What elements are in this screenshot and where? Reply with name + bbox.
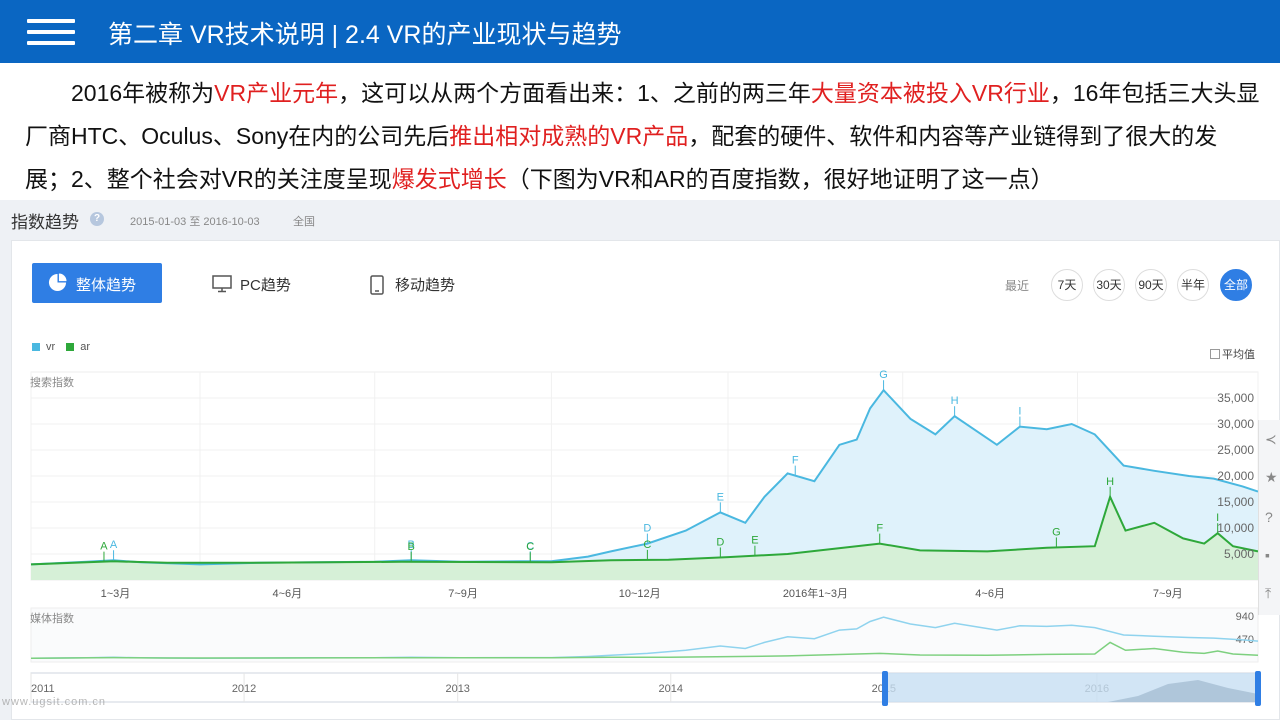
legend-vr-swatch [32,343,40,352]
range-90d-button[interactable]: 90天 [1135,269,1167,301]
checkbox-icon [1210,349,1220,359]
para-text-2: ，这可以从两个方面看出来：1、之前的两三年 [338,80,811,106]
y-tick-label: 5,000 [1224,547,1254,561]
legend-vr[interactable]: vr [32,341,55,353]
ar-line [30,493,1259,566]
para-highlight-3: 推出相对成熟的VR产品 [449,123,689,149]
legend-ar[interactable]: ar [66,341,90,353]
para-text-4: ，配套的硬件、软件和内容等产业链得到了很大的发展；2、整个社会对VR的关注度呈现 [25,123,1218,192]
x-tick-label: 7~9月 [448,588,478,600]
overview-year-label: 2012 [232,683,256,695]
y-axis-label: 搜索指数 [30,375,74,389]
x-tick-label: 4~6月 [273,588,303,600]
legend-vr-label: vr [46,341,56,353]
para-text-5: （下图为VR和AR的百度指数，很好地证明了这一点） [506,166,1054,192]
average-toggle[interactable]: 平均值 [1210,346,1255,362]
mobile-phone-icon [370,275,384,295]
overview-year-label: 2014 [659,683,683,695]
range-all-button[interactable]: 全部 [1220,269,1252,301]
x-tick-label: 2016年1~3月 [783,586,848,600]
ar-annotation-marker: B [408,541,415,553]
para-text-3: ，16年包括三大头显厂商HTC、Oculus、Sony在内的公司先后 [25,80,1260,149]
para-text-1: 2016年被称为 [71,80,215,106]
ar-annotation-marker: A [100,541,108,553]
ar-annotation-marker: I [1216,512,1219,524]
overview-year-label: 2011 [31,683,55,695]
vr-annotation-marker: I [1018,406,1021,418]
range-30d-button[interactable]: 30天 [1093,269,1125,301]
ar-annotation-marker: C [643,539,651,551]
slide-header: 第二章 VR技术说明 | 2.4 VR的产业现状与趋势 [0,0,1280,63]
tab-pc-label: PC趋势 [240,277,291,294]
date-range: 2015-01-03 至 2016-10-03 [130,216,260,228]
help-icon[interactable]: ? [90,212,104,226]
overview-handle-right [1255,671,1261,706]
tab-overall-trend[interactable]: 整体趋势 [32,263,162,303]
share-icon[interactable]: ≺ [1265,431,1277,447]
overview-sparkline [1108,680,1258,702]
chat-icon[interactable]: ▪ [1265,547,1270,563]
index-trend-title: 指数趋势 [11,213,79,232]
ar-annotation-marker: G [1052,526,1061,538]
media-tick-label: 940 [1236,611,1254,623]
range-7d-button[interactable]: 7天 [1051,269,1083,301]
x-tick-label: 7~9月 [1153,588,1183,600]
ar-annotation-marker: D [716,536,724,548]
y-tick-label: 35,000 [1217,391,1254,405]
region-label: 全国 [293,216,315,228]
range-half-year-button[interactable]: 半年 [1177,269,1209,301]
para-highlight-4: 爆发式增长 [391,166,507,192]
watermark: www.ugsit.com.cn [2,696,107,708]
legend-ar-label: ar [80,341,91,353]
vr-annotation-marker: B [408,539,415,551]
ar-annotation-marker: F [876,523,883,535]
chart-legend: vr ar [32,341,98,353]
menu-icon[interactable] [27,19,75,45]
tab-overall-label: 整体趋势 [76,277,137,294]
range-label: 最近 [1005,279,1030,293]
intro-paragraph: 2016年被称为VR产业元年，这可以从两个方面看出来：1、之前的两三年大量资本被… [25,72,1260,201]
para-highlight-1: VR产业元年 [214,80,339,106]
vr-annotation-marker: E [717,491,724,503]
y-tick-label: 30,000 [1217,417,1254,431]
tab-mobile-label: 移动趋势 [395,277,456,294]
vr-annotation-marker: C [526,540,534,552]
x-tick-label: 10~12月 [619,588,661,600]
slide-title: 第二章 VR技术说明 | 2.4 VR的产业现状与趋势 [108,21,622,49]
monitor-icon [212,275,232,293]
ar-annotation-marker: C [526,541,534,553]
back-to-top-icon[interactable]: ⤒ [1265,585,1272,601]
vr-annotation-marker: F [792,455,799,467]
legend-ar-swatch [66,343,75,352]
side-toolbar: ≺ ★ ? ▪ ⤒ [1258,420,1280,615]
vr-annotation-marker: A [110,539,118,551]
vr-annotation-marker: G [879,369,888,381]
star-icon[interactable]: ★ [1265,469,1278,485]
para-highlight-2: 大量资本被投入VR行业 [810,80,1050,106]
y-tick-label: 15,000 [1217,495,1254,509]
y-tick-label: 20,000 [1217,469,1254,483]
ar-annotation-marker: H [1106,476,1114,488]
help-circle-icon[interactable]: ? [1265,509,1273,525]
x-tick-label: 1~3月 [101,588,131,600]
vr-annotation-marker: H [951,395,959,407]
average-label: 平均值 [1222,349,1255,361]
media-axis-label: 媒体指数 [30,611,74,625]
vr-area [31,390,1258,580]
ar-annotation-marker: E [751,535,758,547]
ar-area [31,496,1258,580]
overview-year-label: 2013 [445,683,469,695]
overview-handle-left [881,671,888,706]
pie-chart-icon [48,273,67,292]
x-tick-label: 4~6月 [975,588,1005,600]
y-tick-label: 10,000 [1217,521,1254,535]
ar-media-line [30,641,1259,660]
y-tick-label: 25,000 [1217,443,1254,457]
vr-annotation-marker: D [643,523,651,535]
